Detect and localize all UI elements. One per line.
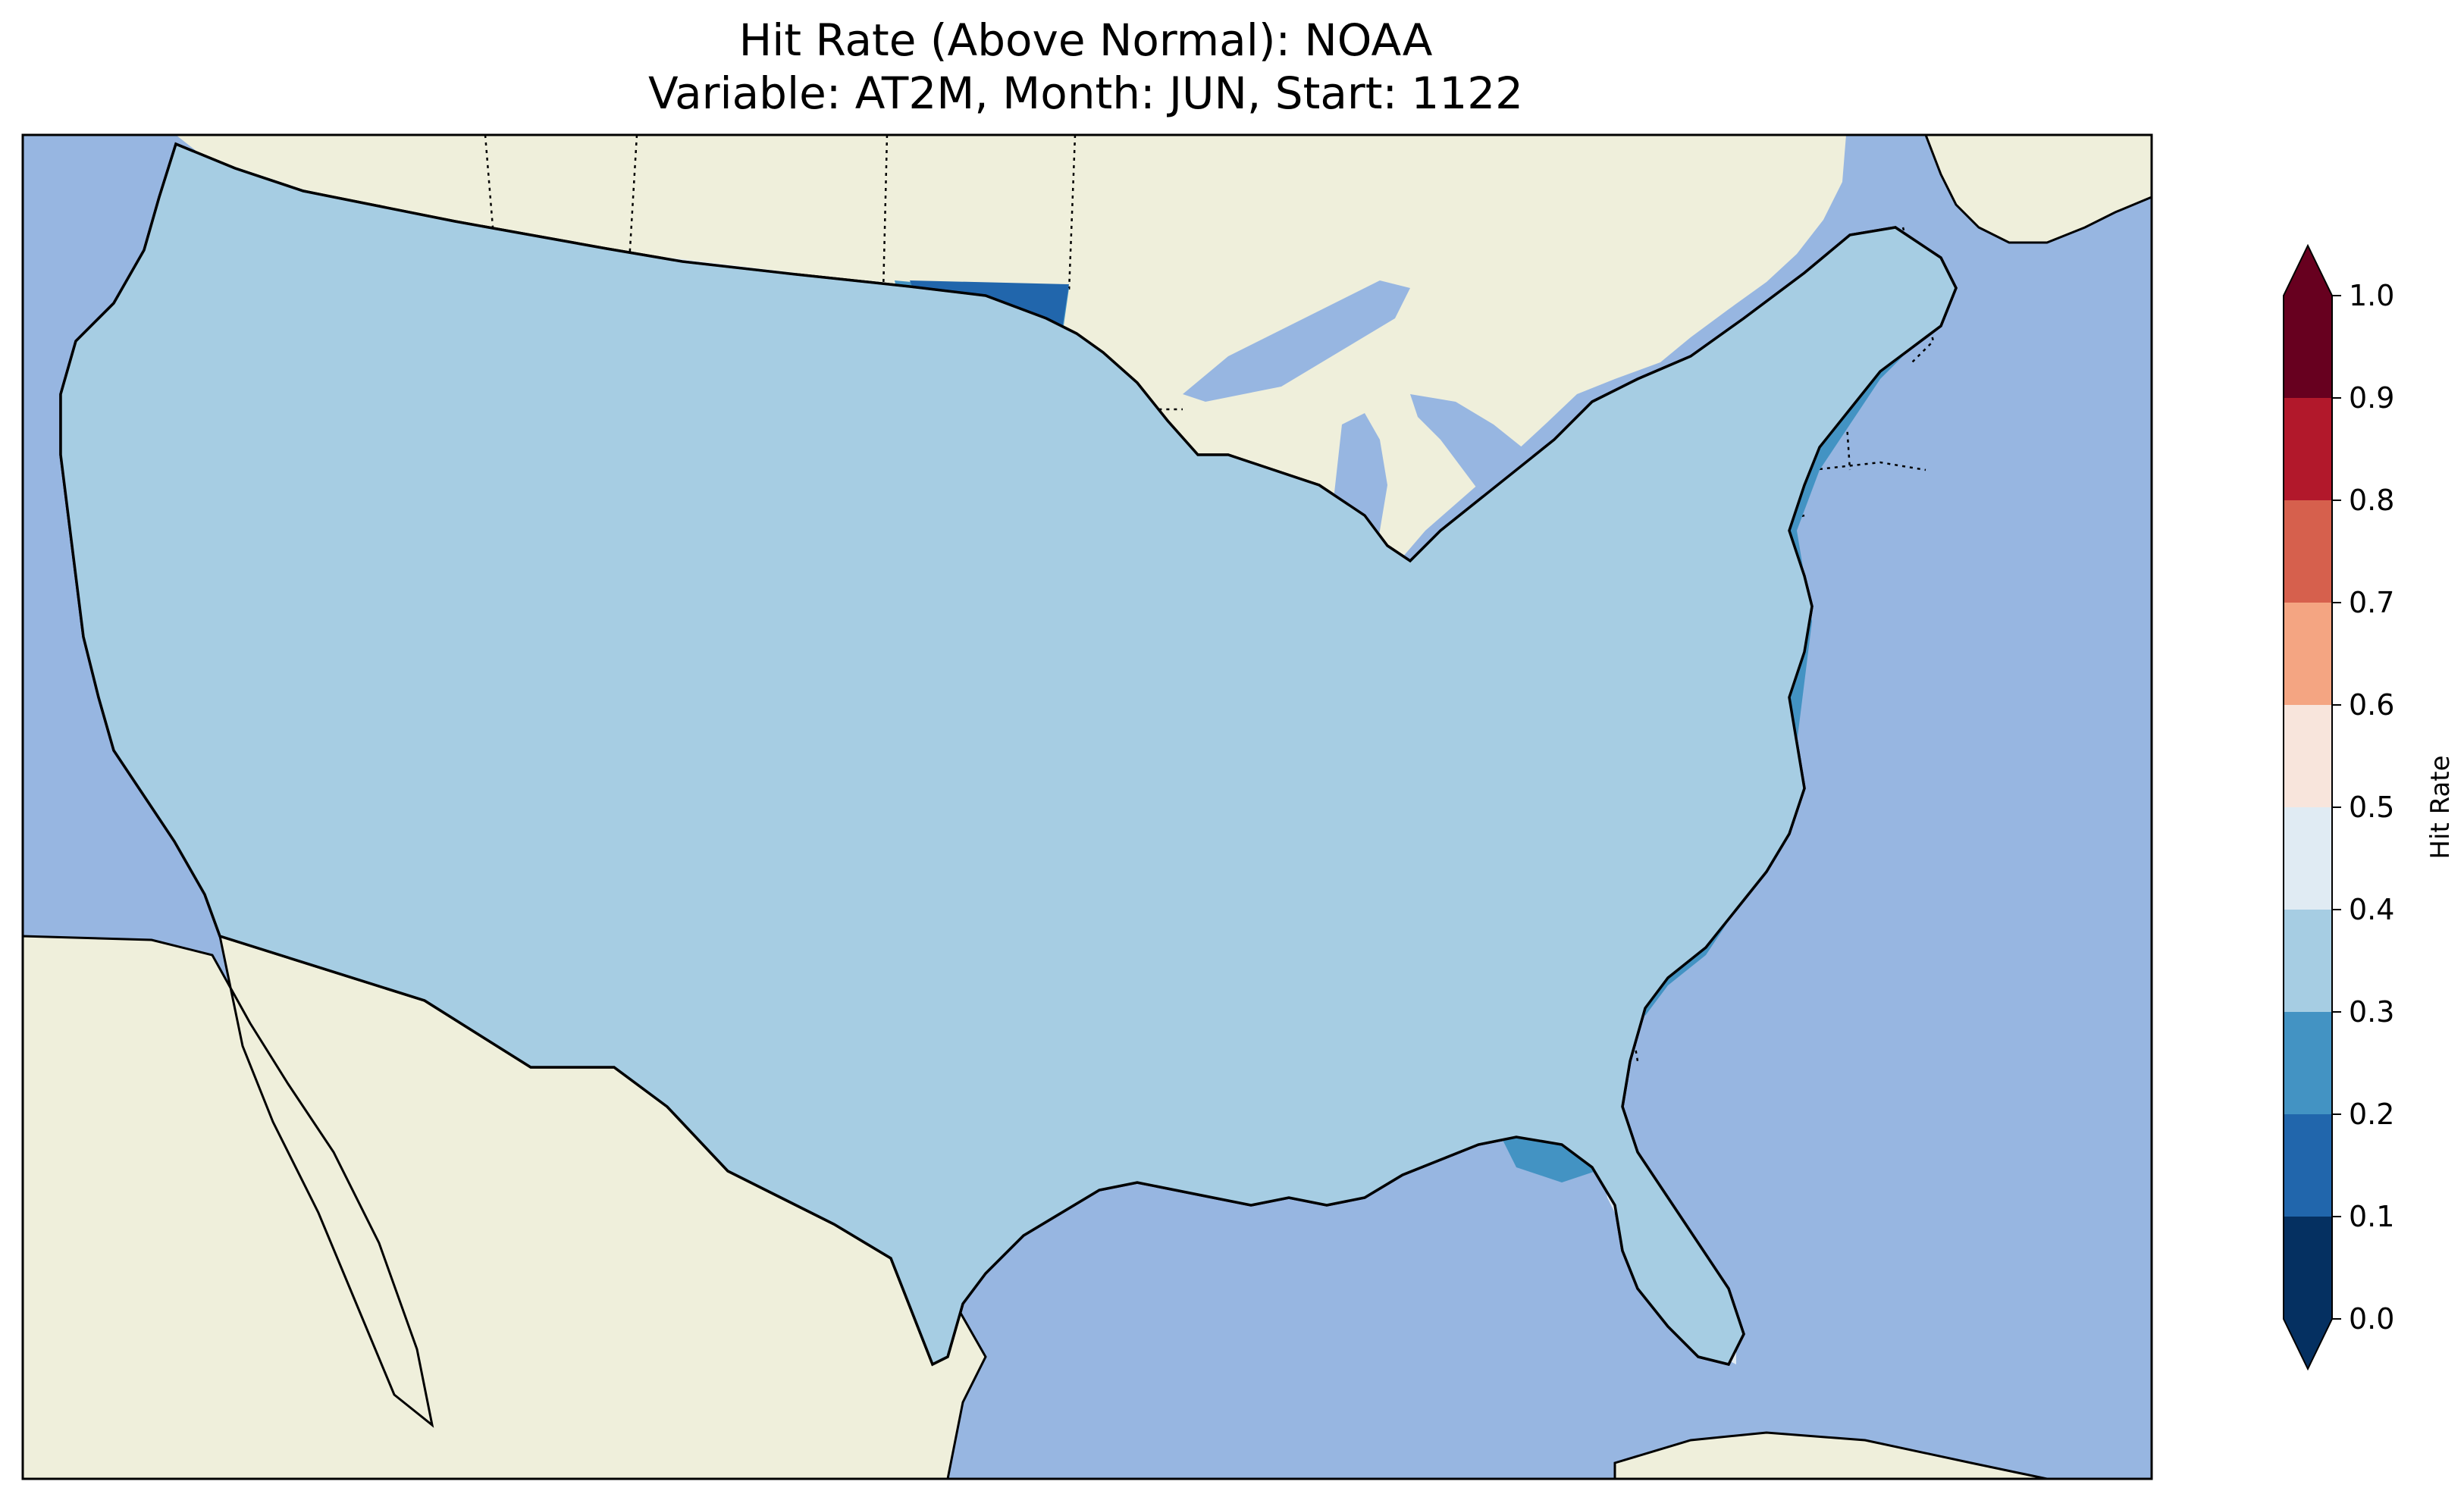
colorbar-outline [2283, 243, 2333, 1371]
colorbar-ticks: 0.0 0.1 0.2 0.3 0.4 0.5 0.6 0.7 0.8 0.9 1.0 [2332, 279, 2394, 1336]
title-line-2: Variable: AT2M, Month: JUN, Start: 1122 [647, 67, 1524, 119]
colorbar-bin-3 [2284, 910, 2332, 1012]
colorbar-tick-label: 1.0 [2349, 279, 2394, 312]
colorbar-tick-label: 0.2 [2349, 1098, 2394, 1131]
colorbar-bin-7 [2284, 500, 2332, 603]
colorbar-extend-bottom [2284, 1319, 2332, 1369]
colorbar-tick-label: 0.5 [2349, 791, 2394, 824]
map-title: Hit Rate (Above Normal): NOAA Variable: … [21, 14, 2150, 120]
colorbar-bin-9 [2284, 296, 2332, 398]
colorbar-tick-label: 0.7 [2349, 586, 2394, 619]
colorbar-bin-4 [2284, 807, 2332, 910]
map-frame [21, 133, 2153, 1480]
lake-superior [1183, 280, 1410, 402]
conus-map [21, 133, 2153, 1480]
colorbar-label: Hit Rate [2425, 755, 2456, 859]
colorbar-tick-label: 0.3 [2349, 995, 2394, 1029]
colorbar-bin-0 [2284, 1217, 2332, 1319]
colorbar-tick-label: 0.9 [2349, 381, 2394, 415]
colorbar-tick-label: 0.0 [2349, 1302, 2394, 1336]
colorbar-extend-top [2284, 246, 2332, 296]
colorbar-bins [2284, 296, 2332, 1319]
colorbar-tick-label: 0.1 [2349, 1200, 2394, 1233]
colorbar-bin-8 [2284, 398, 2332, 500]
colorbar-bin-6 [2284, 603, 2332, 705]
us-canada-border [175, 143, 1047, 320]
colorbar-bin-5 [2284, 705, 2332, 807]
colorbar-bin-1 [2284, 1114, 2332, 1217]
colorbar-bin-2 [2284, 1012, 2332, 1114]
title-line-1: Hit Rate (Above Normal): NOAA [738, 14, 1433, 66]
colorbar-tick-label: 0.4 [2349, 893, 2394, 926]
colorbar-tick-label: 0.8 [2349, 484, 2394, 517]
colorbar-tick-label: 0.6 [2349, 688, 2394, 722]
